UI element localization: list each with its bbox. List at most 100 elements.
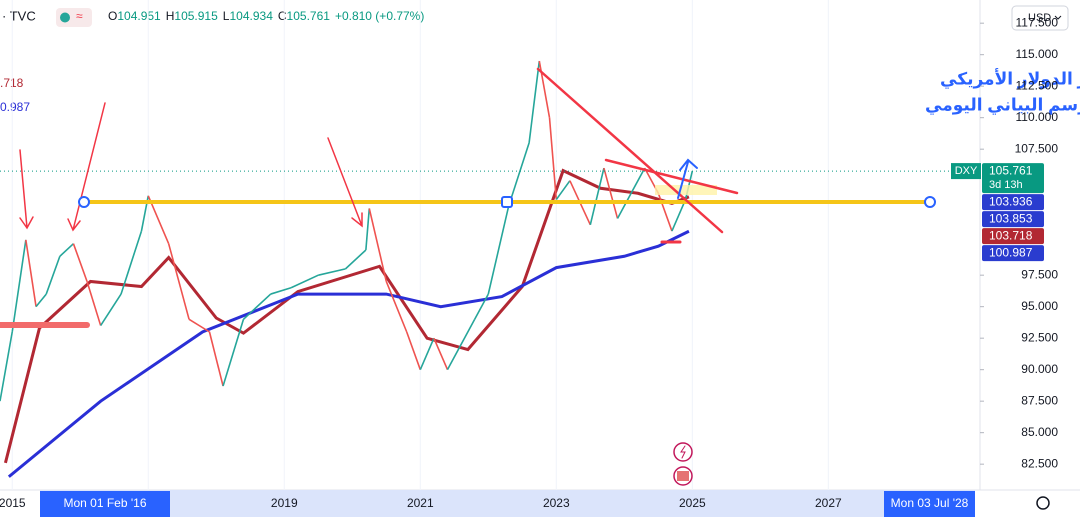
price-tag-label: 100.987 [989,245,1033,259]
price-segment [385,281,408,333]
open-value: 104.951 [117,9,161,23]
range-label-bg [40,491,170,517]
x-tick-label: 2019 [271,496,298,510]
y-tick-label: 107.500 [1015,141,1059,155]
price-segment [25,239,37,307]
symbol-tag: DXY [955,165,978,177]
y-tick-label: 92.500 [1021,330,1058,344]
price-tag [982,163,1044,194]
price-segment [242,293,272,320]
price-segment [59,243,74,257]
y-tick-label: 90.000 [1021,362,1058,376]
price-segment [603,167,619,219]
dropdown-icon [1054,15,1062,20]
price-segment [45,256,61,295]
delay-icon: ≈ [76,9,83,23]
status-dot [60,12,70,23]
price-tag-label: 105.761 [989,163,1033,177]
time-range-band [40,490,975,517]
price-tag-label: 103.936 [989,194,1033,208]
annotation: الرسم البياني اليومي [925,95,1080,115]
range-label: Mon 03 Jul '28 [891,496,969,510]
drawings [0,67,1050,510]
price-tag-label: 103.853 [989,211,1033,225]
price-segment [222,319,245,387]
change-value: +0.810 (+0.77%) [335,9,424,23]
close-value: 105.761 [287,9,331,23]
plot [0,0,950,490]
price-segment [419,337,435,370]
price-segment [188,318,210,333]
low-label: L [223,9,230,23]
y-tick-label: 95.000 [1021,299,1058,313]
price-segment [11,239,27,332]
arrow [67,102,106,232]
y-tick-label: 112.500 [1016,78,1059,92]
price-tag [982,245,1044,262]
indicator-label: 0.987 [0,100,30,114]
x-tick-label: 2021 [407,496,434,510]
price-segment [120,230,143,295]
price-segment [344,249,367,270]
y-tick-label: 110.000 [1016,110,1059,124]
settings-icon[interactable] [1036,496,1050,510]
handle[interactable] [501,196,513,208]
currency-button[interactable] [1011,5,1069,31]
price-segment [473,293,490,320]
price-segment [548,117,558,200]
ohlc: O104.951 H105.915 L104.934 C105.761 +0.810 (… [108,9,424,23]
price-tag [982,194,1044,211]
price-segment [99,293,122,327]
price-segment [433,337,449,370]
price-segment [35,293,47,308]
y-tick-label: 82.500 [1021,456,1058,470]
price-segment [487,205,510,295]
trend-line [536,67,724,234]
currency-label: USD [1028,12,1051,24]
low-value: 104.934 [229,9,273,23]
x-tick-label: 2015 [0,496,26,510]
event-icon-glyph [677,471,689,481]
annotation: موشر الدولار الأمريكي [940,68,1080,89]
price-segment [657,193,673,232]
price-segment [528,60,541,143]
range-label-bg [884,491,975,517]
price-segment [630,167,646,194]
price-segment [368,208,388,282]
y-tick-label: 115.000 [1016,47,1059,61]
price-segment [72,243,88,282]
price-tag [982,228,1044,245]
moving-average [7,229,690,478]
arrow [19,149,34,230]
handle[interactable] [78,196,90,208]
y-tick-label: 97.500 [1021,267,1058,281]
price-segment [208,331,224,387]
price-segment [446,318,476,371]
price-segment [671,199,687,232]
high-label: H [166,9,175,23]
highlight-box [655,185,717,195]
price-segment [365,208,371,251]
arrow [327,137,363,228]
y-tick-label: 85.000 [1021,425,1058,439]
symbol-tag-bg [951,163,981,180]
high-value: 105.915 [174,9,218,23]
price-tag [982,211,1044,228]
x-tick-label: 2025 [679,496,706,510]
price-segment [318,268,346,276]
price-segment [167,243,190,320]
price-segment [270,287,292,295]
price-tag-label: 103.718 [989,228,1033,242]
x-tick-label: 2023 [543,496,570,510]
x-tick-label: 2027 [815,496,842,510]
y-tick-label: 117.500 [1016,15,1059,29]
event-icon-glyph [680,445,686,459]
price-segment [0,331,14,402]
handle[interactable] [924,196,936,208]
symbol: · TVC [2,8,36,23]
arrow [677,158,698,199]
open-label: O [108,9,117,23]
close-label: C [278,9,287,23]
